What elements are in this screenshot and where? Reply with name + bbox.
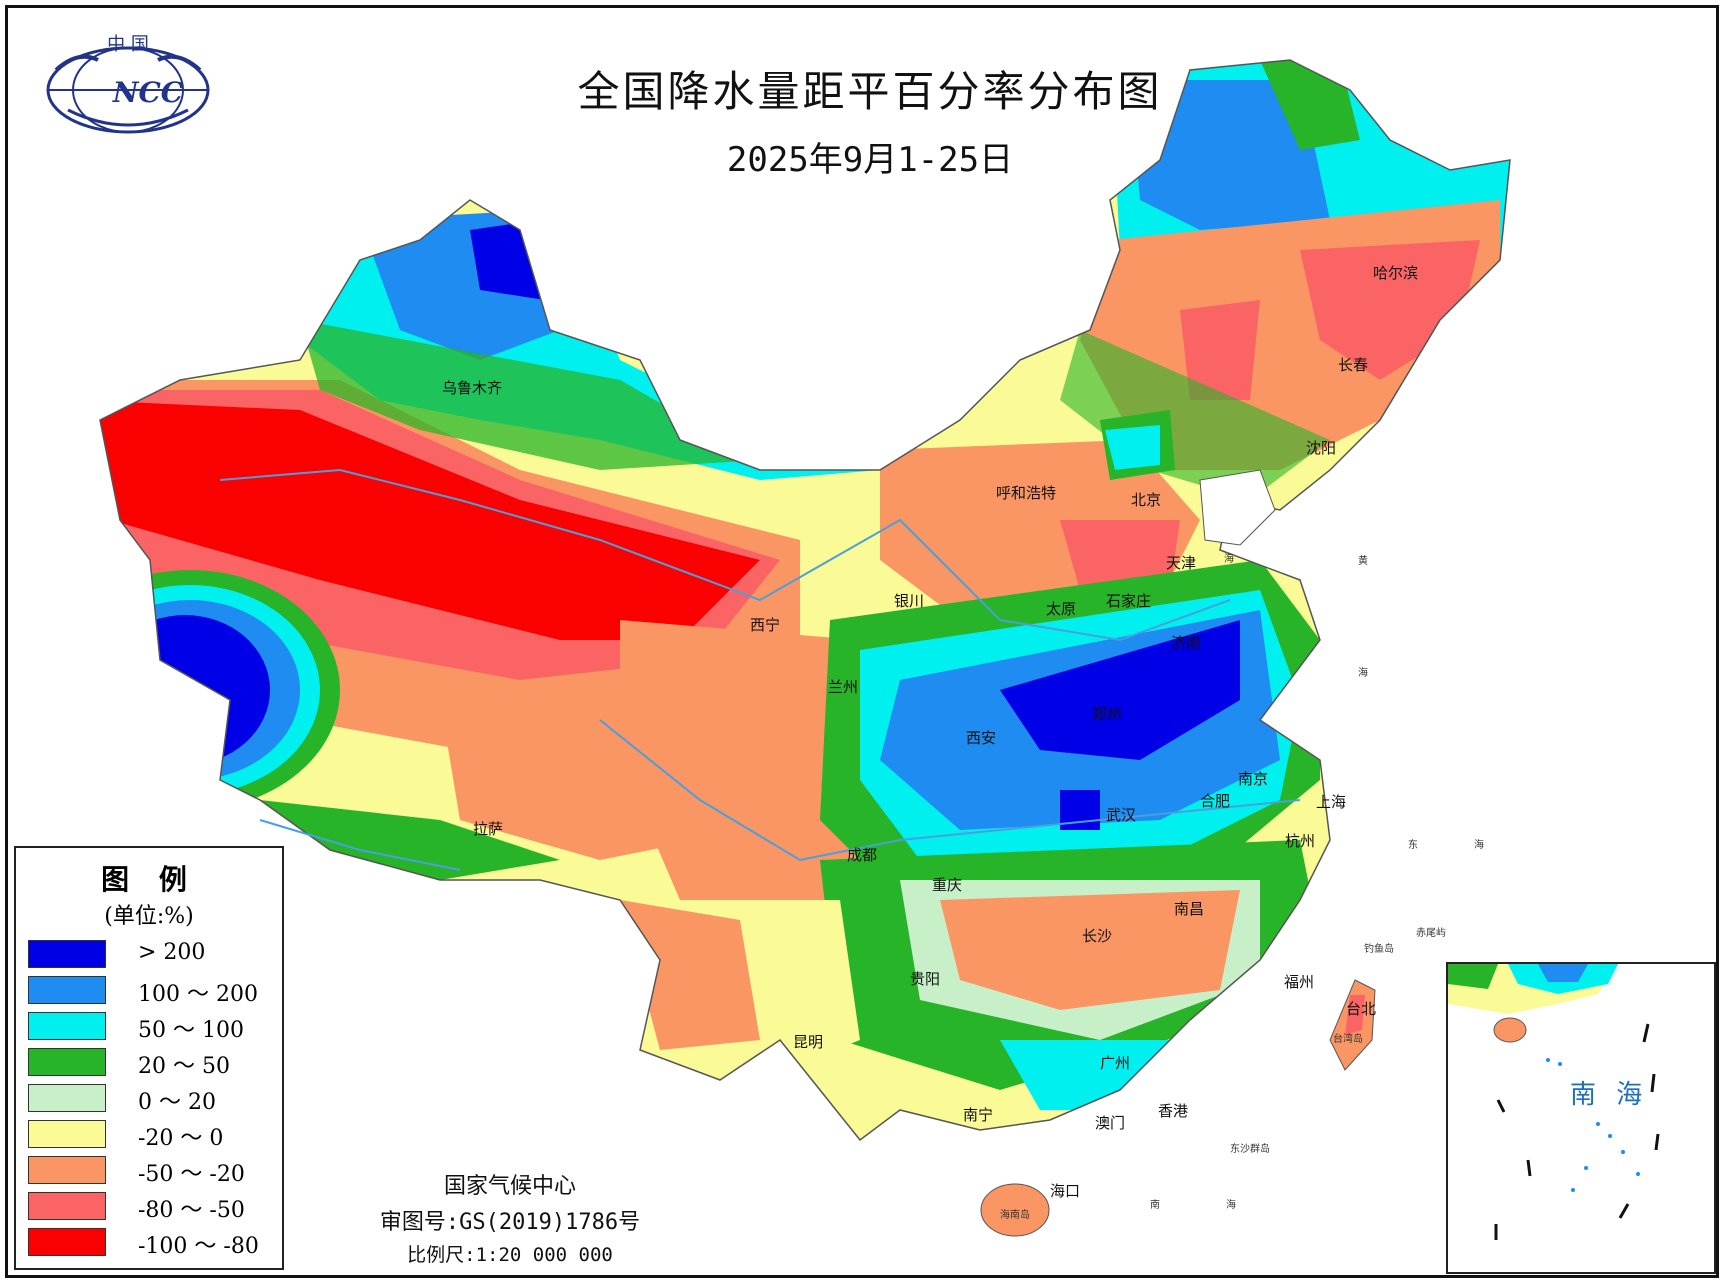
legend-label: 20 ～ 50 [138, 1054, 230, 1079]
city-lhasa: 拉萨 [473, 820, 504, 838]
city-hefei: 合肥 [1200, 792, 1231, 810]
legend-item: 100 ～ 200 [28, 976, 278, 1007]
city-wuhan: 武汉 [1106, 806, 1137, 824]
legend-swatch [28, 940, 106, 968]
legend-swatch [28, 1012, 106, 1040]
legend-label: 50 ～ 100 [138, 1018, 244, 1043]
city-yinchuan: 银川 [894, 592, 925, 610]
legend-label: > 200 [138, 940, 206, 965]
city-macau: 澳门 [1095, 1114, 1126, 1132]
island-label-hainan: 海南岛 [1000, 1210, 1030, 1221]
ncc-logo: 中 国 NCC [38, 30, 218, 140]
legend-label: -80 ～ -50 [138, 1198, 245, 1223]
sea-label-huang-1: 黄 [1358, 556, 1368, 567]
city-taipei: 台北 [1346, 1000, 1377, 1018]
island-label-chiwei: 赤尾屿 [1416, 928, 1446, 939]
city-nanning: 南宁 [963, 1106, 994, 1124]
legend-item: 20 ～ 50 [28, 1048, 278, 1079]
legend-swatch [28, 1048, 106, 1076]
south-china-sea-inset: 南 海 [1446, 962, 1716, 1274]
map-legend: 图 例 (单位:%) > 200 100 ～ 200 50 ～ 100 20 ～ 50… [14, 846, 284, 1270]
city-taiyuan: 太原 [1046, 600, 1077, 618]
city-shenyang: 沈阳 [1306, 439, 1337, 457]
legend-label: -20 ～ 0 [138, 1126, 224, 1151]
legend-label: 0 ～ 20 [138, 1090, 216, 1115]
sea-label-huang-2: 海 [1358, 668, 1368, 679]
city-kunming: 昆明 [793, 1033, 824, 1051]
svg-text:中 国: 中 国 [107, 34, 149, 55]
city-chongqing: 重庆 [932, 876, 963, 894]
map-date-range: 2025年9月1-25日 [726, 140, 1014, 180]
legend-swatch [28, 1228, 106, 1256]
legend-item: 0 ～ 20 [28, 1084, 278, 1115]
city-hohhot: 呼和浩特 [996, 484, 1057, 502]
city-changsha: 长沙 [1082, 927, 1113, 945]
legend-label: -100 ～ -80 [138, 1234, 259, 1259]
city-xining: 西宁 [750, 616, 781, 634]
sea-label-bohai: 海 [1224, 554, 1234, 565]
map-title: 全国降水量距平百分率分布图 [577, 67, 1163, 116]
city-jinan: 济南 [1171, 634, 1202, 652]
publisher-label: 国家气候中心 [443, 1174, 576, 1199]
legend-title: 图 例 [101, 863, 197, 896]
legend-swatch [28, 1156, 106, 1184]
svg-text:NCC: NCC [112, 76, 184, 109]
city-hangzhou: 杭州 [1285, 832, 1316, 850]
city-lanzhou: 兰州 [828, 678, 859, 696]
legend-item: 50 ～ 100 [28, 1012, 278, 1043]
legend-unit: (单位:%) [104, 904, 194, 929]
city-tianjin: 天津 [1166, 554, 1197, 572]
island-label-dongsha: 东沙群岛 [1230, 1144, 1270, 1155]
city-xian: 西安 [966, 729, 997, 747]
city-fuzhou: 福州 [1284, 973, 1315, 991]
city-haikou: 海口 [1050, 1182, 1081, 1200]
city-harbin: 哈尔滨 [1373, 264, 1419, 282]
sea-label-south-2: 海 [1226, 1200, 1236, 1211]
legend-swatch [28, 1084, 106, 1112]
legend-swatch [28, 1192, 106, 1220]
inset-label: 南 海 [1570, 1080, 1649, 1110]
city-zhengzhou: 郑州 [1092, 705, 1123, 723]
legend-label: 100 ～ 200 [138, 982, 258, 1007]
city-nanchang: 南昌 [1174, 900, 1205, 918]
city-changchun: 长春 [1338, 356, 1369, 374]
scale-label: 比例尺:1:20 000 000 [407, 1244, 613, 1266]
city-guiyang: 贵阳 [910, 970, 941, 988]
sea-label-east-1: 东 [1408, 840, 1418, 851]
legend-item: -100 ～ -80 [28, 1228, 278, 1259]
legend-item: > 200 [28, 940, 278, 968]
city-guangzhou: 广州 [1100, 1054, 1131, 1072]
legend-label: -50 ～ -20 [138, 1162, 245, 1187]
city-urumqi: 乌鲁木齐 [442, 379, 503, 397]
legend-swatch [28, 1120, 106, 1148]
sea-label-east-2: 海 [1474, 840, 1484, 851]
legend-swatch [28, 976, 106, 1004]
legend-item: -20 ～ 0 [28, 1120, 278, 1151]
review-number: 审图号:GS(2019)1786号 [379, 1210, 641, 1235]
city-chengdu: 成都 [847, 846, 878, 864]
island-label-diaoyu: 钓鱼岛 [1364, 944, 1394, 955]
legend-item: -80 ～ -50 [28, 1192, 278, 1223]
city-beijing: 北京 [1131, 491, 1162, 509]
island-label-taiwan: 台湾岛 [1333, 1034, 1363, 1045]
city-hongkong: 香港 [1158, 1102, 1189, 1120]
city-nanjing: 南京 [1238, 770, 1269, 788]
sea-label-south-1: 南 [1150, 1200, 1160, 1211]
city-shanghai: 上海 [1316, 793, 1347, 811]
city-shijiazhuang: 石家庄 [1106, 592, 1152, 610]
legend-item: -50 ～ -20 [28, 1156, 278, 1187]
